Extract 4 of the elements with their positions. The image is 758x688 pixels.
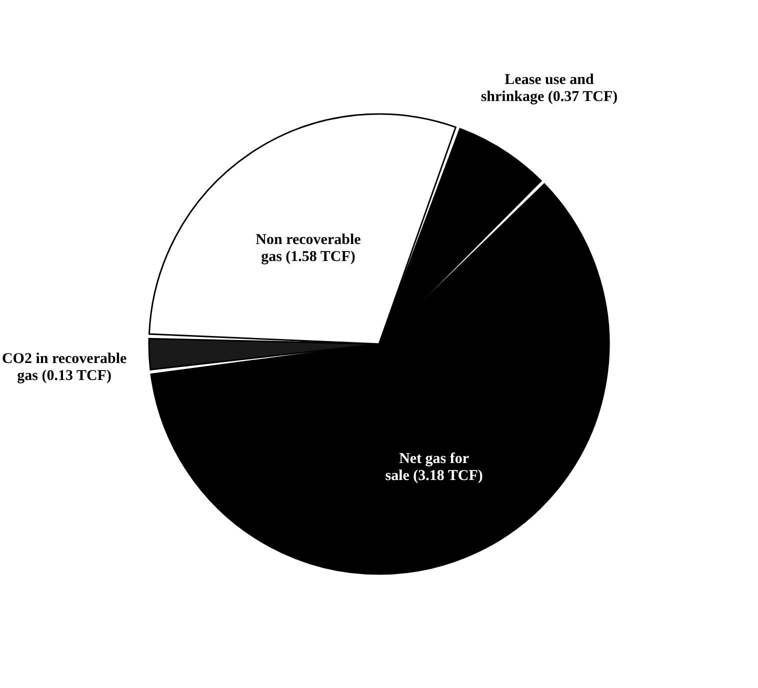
slice-label: Lease use and shrinkage (0.37 TCF) — [480, 72, 618, 105]
slice-label: Non recoverable gas (1.58 TCF) — [256, 232, 362, 266]
slice-label: Net gas for sale (3.18 TCF) — [385, 450, 483, 484]
slice-label: CO2 in recoverable gas (0.13 TCF) — [2, 350, 127, 384]
